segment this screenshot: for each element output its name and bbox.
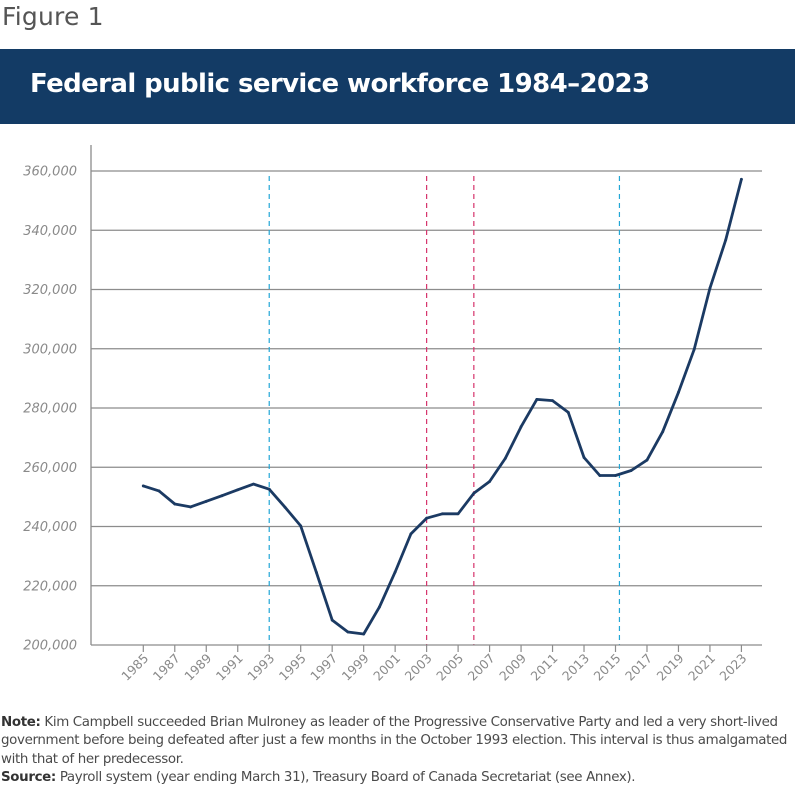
x-tick-label: 1995 <box>276 651 309 684</box>
x-tick-label: 2005 <box>433 651 466 684</box>
x-tick-label: 2011 <box>528 651 561 684</box>
x-tick-label: 2009 <box>496 650 529 683</box>
line-chart: 200,000 220,000 240,000 260,000 280,000 300,0… <box>23 145 762 684</box>
data-point <box>440 512 444 516</box>
data-point <box>503 456 507 460</box>
data-point <box>614 474 617 477</box>
y-tick-label: 260,000 <box>23 461 77 476</box>
x-tick-label: 2013 <box>559 651 592 684</box>
chart-title: Federal public service workforce 1984–20… <box>30 69 650 99</box>
note-paragraph: Note: Kim Campbell succeeded Brian Mulro… <box>1 714 793 769</box>
data-point <box>425 516 429 520</box>
data-point <box>519 425 523 429</box>
data-point <box>708 286 712 290</box>
data-point <box>220 494 224 498</box>
series <box>141 177 743 636</box>
data-point <box>409 532 413 536</box>
data-point <box>141 484 145 488</box>
note-label: Note: <box>1 715 41 730</box>
title-banner: Federal public service workforce 1984–20… <box>0 49 795 124</box>
x-tick-label: 2021 <box>685 651 718 684</box>
y-tick-label: 320,000 <box>23 283 77 298</box>
data-point <box>252 482 255 486</box>
reference-lines <box>268 176 621 645</box>
x-tick-label: 2023 <box>716 651 749 684</box>
data-point <box>456 512 460 516</box>
y-tick-label: 300,000 <box>23 342 77 357</box>
axes <box>90 145 762 652</box>
y-tick-labels: 200,000 220,000 240,000 260,000 280,000 300,0… <box>23 165 77 654</box>
data-point <box>393 570 397 574</box>
x-tick-label: 2001 <box>370 651 403 684</box>
x-tick-label: 2015 <box>591 651 624 684</box>
x-tick-label: 2007 <box>465 651 498 684</box>
series-line <box>141 177 743 636</box>
x-tick-label: 1989 <box>181 650 214 683</box>
data-point <box>692 347 696 351</box>
data-point <box>267 487 271 491</box>
x-tick-label: 1993 <box>244 651 277 684</box>
figure-label: Figure 1 <box>2 2 104 31</box>
x-tick-label: 1985 <box>118 651 151 684</box>
data-point <box>724 238 728 242</box>
data-point <box>661 430 665 434</box>
data-point <box>157 489 161 493</box>
data-point <box>566 411 570 414</box>
y-tick-label: 280,000 <box>23 402 77 417</box>
data-point <box>551 399 554 402</box>
x-tick-label: 2003 <box>402 651 435 684</box>
x-tick-label: 1999 <box>339 650 372 683</box>
y-tick-label: 200,000 <box>23 639 77 654</box>
x-tick-labels: 1985198719891991199319951997199920012003… <box>118 650 749 683</box>
data-point <box>472 491 476 495</box>
data-point <box>598 474 602 477</box>
x-tick-label: 2019 <box>653 650 686 683</box>
data-point <box>346 630 350 634</box>
data-point <box>330 618 334 622</box>
x-tick-label: 2017 <box>622 651 655 684</box>
source-text: Payroll system (year ending March 31), T… <box>55 769 636 785</box>
x-tick-label: 1997 <box>307 651 340 684</box>
data-point <box>189 505 192 509</box>
notes-block: Note: Kim Campbell succeeded Brian Mulro… <box>1 714 793 787</box>
data-point <box>582 456 586 459</box>
data-point <box>283 505 287 509</box>
x-tick-label: 1987 <box>150 651 183 684</box>
data-point <box>299 524 303 528</box>
source-label: Source: <box>1 769 56 785</box>
y-tick-label: 360,000 <box>23 165 77 180</box>
data-point <box>173 502 177 506</box>
source-paragraph: Source: Payroll system (year ending Marc… <box>1 769 793 787</box>
y-tick-label: 220,000 <box>23 579 77 594</box>
data-point <box>236 488 240 492</box>
data-point <box>488 480 491 483</box>
y-tick-label: 240,000 <box>23 520 77 535</box>
data-point <box>645 458 649 462</box>
x-tick-label: 1991 <box>213 651 246 684</box>
data-point <box>362 632 366 636</box>
data-point <box>204 499 208 503</box>
data-point <box>315 571 318 574</box>
data-point <box>740 177 743 181</box>
data-point <box>677 390 680 394</box>
y-tick-label: 340,000 <box>23 224 77 239</box>
data-point <box>629 469 633 472</box>
data-point <box>535 398 539 401</box>
note-text: Kim Campbell succeeded Brian Mulroney as… <box>1 715 788 767</box>
data-point <box>378 605 381 609</box>
